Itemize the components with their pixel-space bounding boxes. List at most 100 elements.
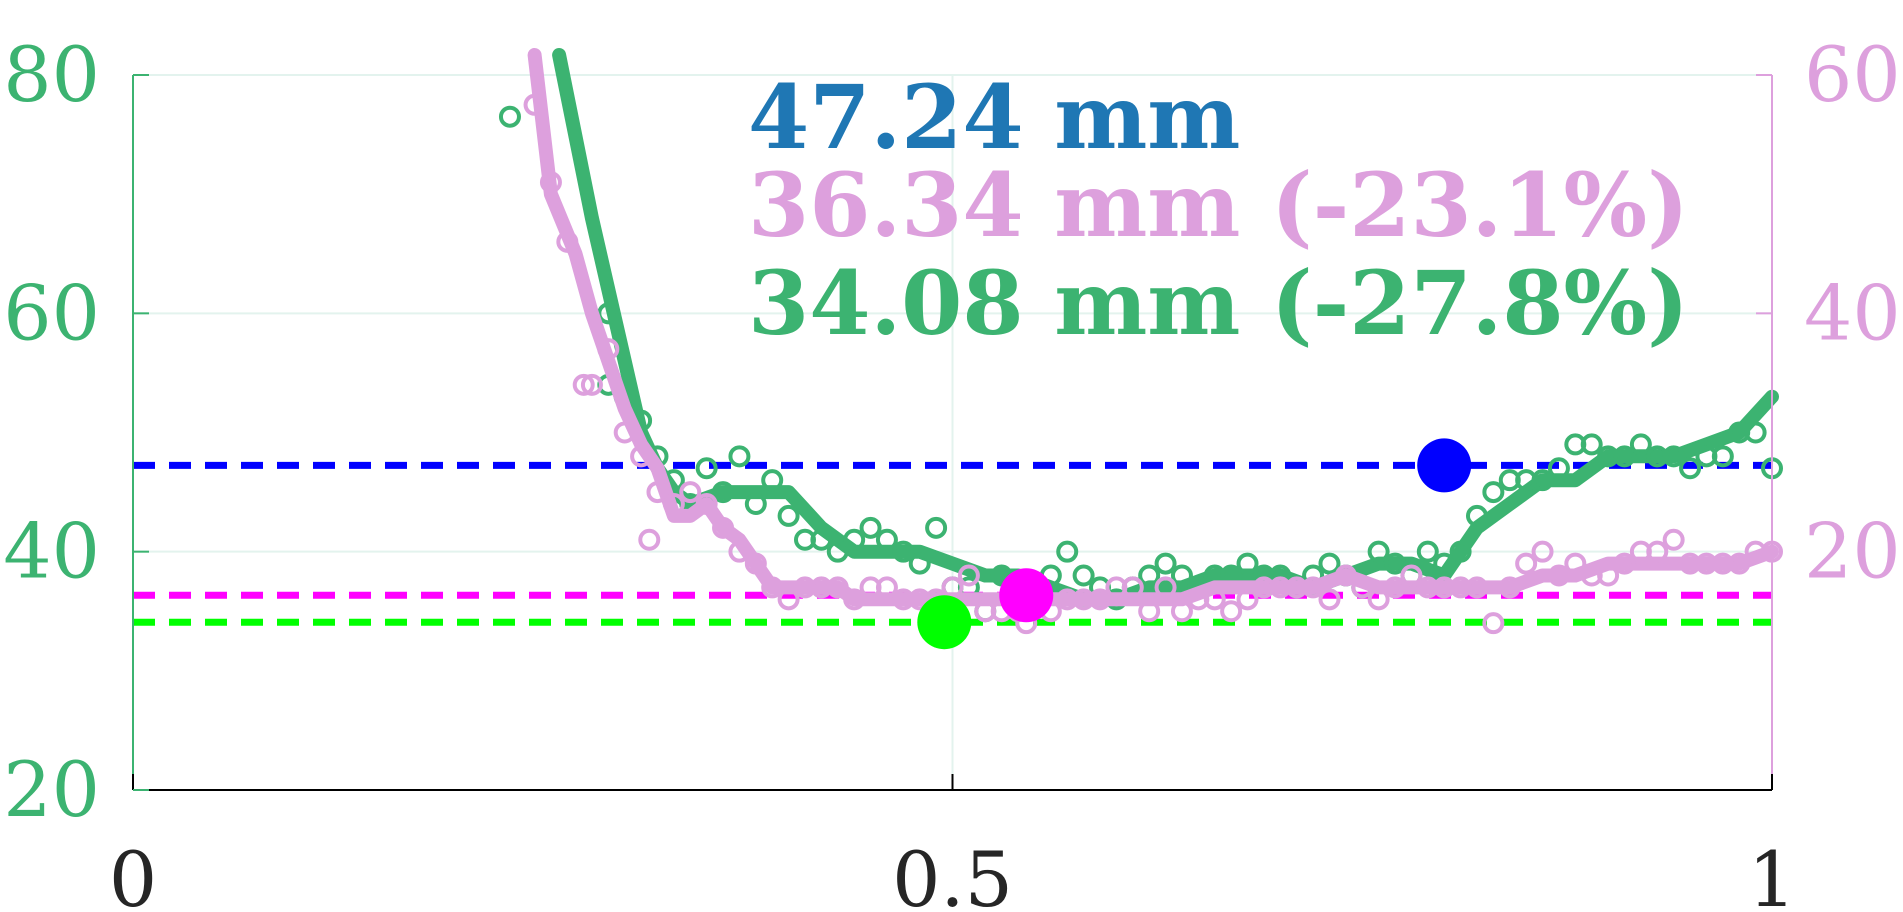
- data-point: [908, 552, 931, 575]
- data-point: [1662, 445, 1685, 468]
- data-point: [695, 457, 718, 480]
- data-point: [1318, 552, 1341, 575]
- data-point: [744, 493, 767, 515]
- data-point: [556, 230, 579, 253]
- data-point: [826, 540, 849, 563]
- data-point: [1416, 540, 1439, 563]
- data-point: [1236, 552, 1259, 575]
- reference-lines: [133, 461, 1772, 626]
- y-right-tick-label: 40: [1804, 268, 1901, 357]
- data-point: [1367, 540, 1390, 563]
- data-point: [777, 588, 800, 611]
- data-point: [662, 493, 685, 515]
- series-layer: [498, 48, 1783, 635]
- data-point: [1449, 540, 1472, 563]
- data-point: [761, 576, 784, 599]
- data-point: [1138, 564, 1161, 587]
- y-left-tick-label: 20: [3, 745, 100, 834]
- highlight-marker: [999, 568, 1054, 623]
- y-right-tick-label: 20: [1804, 507, 1901, 596]
- data-point: [539, 171, 562, 194]
- data-point: [1384, 552, 1407, 575]
- data-point: [843, 588, 866, 611]
- data-point: [646, 481, 669, 504]
- data-point: [1515, 552, 1538, 575]
- data-point: [1351, 576, 1374, 599]
- tick-labels: 0 0.5 1 20 40 60 80 20 40 60: [3, 30, 1900, 912]
- data-point: [1302, 576, 1325, 599]
- data-point: [1580, 433, 1603, 456]
- data-point: [728, 445, 751, 468]
- data-point: [925, 516, 948, 539]
- data-point: [613, 421, 636, 444]
- x-tick-label: 0.5: [892, 835, 1013, 912]
- annotation-text: 47.24 mm: [748, 65, 1240, 169]
- data-point: [892, 540, 915, 563]
- data-point: [875, 528, 898, 551]
- data-point: [1728, 552, 1751, 575]
- annotation-text: 34.08 mm (-27.8%): [748, 251, 1689, 355]
- data-point: [1744, 421, 1767, 444]
- data-point: [1400, 564, 1423, 587]
- data-point: [1089, 588, 1112, 611]
- data-point: [1482, 612, 1505, 635]
- data-point: [1629, 433, 1652, 456]
- data-point: [1318, 588, 1341, 611]
- data-point: [826, 576, 849, 599]
- data-point: [1482, 481, 1505, 504]
- data-point: [597, 302, 620, 325]
- highlight-marker: [1417, 438, 1472, 493]
- y-right-tick-label: 60: [1804, 30, 1901, 119]
- data-point: [859, 516, 882, 539]
- data-point: [572, 373, 595, 396]
- annotation-text: 36.34 mm (-23.1%): [748, 153, 1689, 257]
- data-point: [1170, 564, 1193, 587]
- data-point: [1367, 588, 1390, 611]
- data-point: [1547, 564, 1570, 587]
- data-point: [728, 540, 751, 563]
- data-point: [712, 481, 735, 504]
- highlight-marker: [917, 595, 972, 650]
- data-point: [597, 338, 620, 361]
- data-point: [1498, 576, 1521, 599]
- data-point: [630, 445, 653, 468]
- x-tick-label: 0: [109, 835, 157, 912]
- y-left-tick-label: 80: [3, 30, 100, 119]
- data-point: [1154, 576, 1177, 599]
- data-point: [1056, 540, 1079, 563]
- data-point: [712, 516, 735, 539]
- data-point: [1154, 552, 1177, 575]
- data-point: [1531, 469, 1554, 492]
- data-point: [1433, 552, 1456, 575]
- data-point: [1711, 445, 1734, 468]
- data-point: [1564, 552, 1587, 575]
- markers: [917, 438, 1472, 650]
- data-point: [1613, 552, 1636, 575]
- x-tick-label: 1: [1748, 835, 1796, 912]
- data-point: [1597, 564, 1620, 587]
- data-point: [1220, 600, 1243, 623]
- data-point: [679, 481, 702, 504]
- data-point: [744, 552, 767, 575]
- y-left-tick-label: 40: [3, 507, 100, 596]
- data-point: [580, 373, 603, 396]
- data-point: [1613, 445, 1636, 468]
- data-point: [1662, 528, 1685, 551]
- data-point: [1072, 564, 1095, 587]
- data-point: [1465, 576, 1488, 599]
- data-point: [777, 504, 800, 527]
- data-point: [761, 469, 784, 492]
- data-point: [1170, 600, 1193, 623]
- data-point: [1531, 540, 1554, 563]
- data-point: [1138, 600, 1161, 623]
- y-left-tick-label: 60: [3, 268, 100, 357]
- data-point: [1203, 588, 1226, 611]
- data-point: [843, 528, 866, 551]
- data-point: [1384, 576, 1407, 599]
- data-point: [1547, 457, 1570, 480]
- data-point: [1646, 540, 1669, 563]
- data-point: [1465, 504, 1488, 527]
- data-point: [498, 105, 521, 128]
